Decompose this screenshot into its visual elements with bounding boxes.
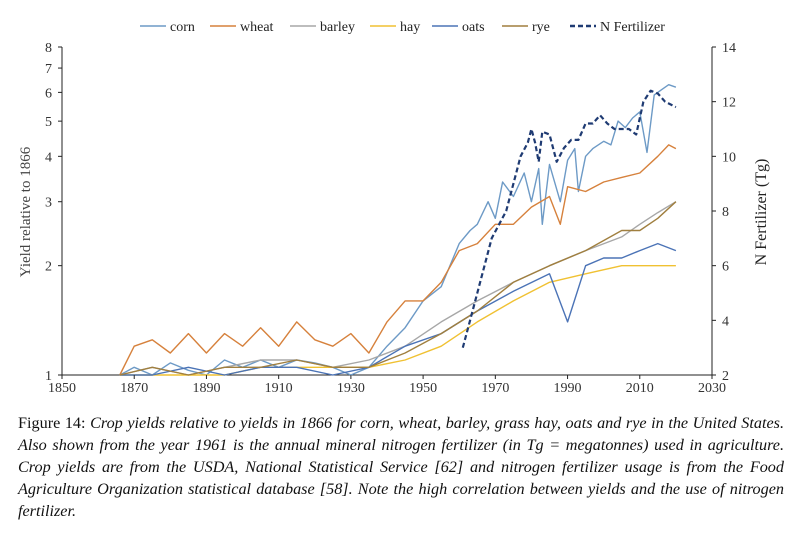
caption-lead: Figure 14:	[18, 414, 91, 432]
plot-frame	[61, 47, 713, 376]
series-line-rye	[119, 201, 677, 376]
x-tick-label: 1870	[120, 381, 148, 396]
y-tick-label: 3	[45, 196, 52, 211]
legend-label: rye	[532, 20, 550, 35]
series-line-wheat	[119, 144, 677, 376]
x-tick-label: 1890	[192, 381, 220, 396]
y2-tick-label: 10	[722, 150, 736, 165]
y2-axis-label: N Fertilizer (Tg)	[753, 159, 770, 266]
y-tick-label: 7	[45, 62, 52, 77]
y-tick-label: 2	[45, 260, 52, 275]
figure-caption: Figure 14: Crop yields relative to yield…	[18, 412, 784, 522]
y2-tick-label: 6	[722, 260, 729, 275]
legend-label: barley	[320, 20, 355, 35]
y2-tick-label: 4	[722, 314, 729, 329]
y2-tick-label: 14	[722, 41, 736, 56]
x-tick-label: 1990	[554, 381, 582, 396]
legend: corn wheat barley hay oats rye N Fertilizer	[140, 20, 665, 35]
x-tick-label: 1950	[409, 381, 437, 396]
legend-label: wheat	[240, 20, 274, 35]
chart-svg: 1850 1870 1890 1910 1930 1950 1970 1990 2010 2030…	[18, 20, 770, 396]
legend-label: corn	[170, 20, 195, 35]
caption-body: Crop yields relative to yields in 1866 f…	[18, 414, 785, 520]
y2-tick-label: 12	[722, 96, 736, 111]
legend-label: hay	[400, 20, 420, 35]
y2-tick-label: 2	[722, 369, 729, 384]
y-tick-label: 1	[45, 369, 52, 384]
legend-label: N Fertilizer	[600, 20, 665, 35]
y-tick-label: 5	[45, 115, 52, 130]
x-tick-label: 1970	[481, 381, 509, 396]
x-tick-label: 1850	[48, 381, 76, 396]
y-tick-label: 4	[45, 150, 52, 165]
y-axis-label: Yield relative to 1866	[18, 146, 34, 277]
chart-figure: 1850 1870 1890 1910 1930 1950 1970 1990 2010 2030…	[18, 20, 770, 396]
legend-label: oats	[462, 20, 485, 35]
y2-tick-label: 8	[722, 205, 729, 220]
series-line-corn	[119, 83, 677, 376]
x-tick-label: 2030	[698, 381, 726, 396]
series-layer	[119, 83, 677, 376]
x-tick-label: 1910	[265, 381, 293, 396]
axes-layer: 1850 1870 1890 1910 1930 1950 1970 1990 2010 2030…	[45, 41, 736, 396]
y-tick-label: 6	[45, 86, 52, 101]
series-line-n-fertilizer	[461, 89, 677, 348]
series-line-hay	[119, 265, 676, 376]
x-tick-label: 2010	[626, 381, 654, 396]
x-tick-label: 1930	[337, 381, 365, 396]
y-tick-label: 8	[45, 41, 52, 56]
